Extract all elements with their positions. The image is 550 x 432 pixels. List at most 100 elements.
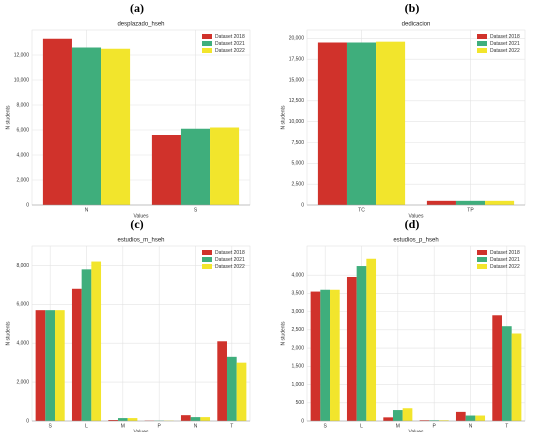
- legend-label: Dataset 2021: [215, 257, 245, 263]
- y-tick-label: 3,500: [291, 291, 304, 297]
- y-axis-label: N students: [280, 105, 286, 129]
- bar: [35, 310, 46, 421]
- y-axis-label: N students: [280, 321, 286, 345]
- legend-label: Dataset 2018: [215, 250, 245, 256]
- x-tick-label: M: [396, 423, 400, 429]
- bar: [117, 418, 128, 421]
- y-tick-label: 20,000: [289, 36, 305, 42]
- y-tick-label: 2,500: [291, 181, 304, 187]
- legend-swatch: [477, 34, 487, 39]
- x-axis-label: Values: [409, 213, 424, 219]
- bar: [190, 417, 201, 421]
- y-tick-label: 0: [26, 418, 29, 424]
- legend-label: Dataset 2022: [215, 48, 245, 54]
- y-tick-label: 12,500: [289, 98, 305, 104]
- y-tick-label: 8,000: [16, 102, 29, 108]
- x-axis-label: Values: [134, 429, 149, 432]
- y-tick-label: 1,000: [291, 382, 304, 388]
- y-tick-label: 4,000: [16, 341, 29, 347]
- bar: [346, 42, 377, 205]
- bar: [426, 200, 456, 205]
- bar: [330, 289, 340, 421]
- y-tick-label: 17,500: [289, 56, 305, 62]
- y-tick-label: 2,000: [16, 379, 29, 385]
- bar: [439, 420, 449, 421]
- bar: [485, 200, 515, 205]
- bar: [346, 276, 357, 421]
- legend-label: Dataset 2021: [490, 257, 520, 263]
- y-tick-label: 3,000: [291, 309, 304, 315]
- legend-swatch: [477, 41, 487, 46]
- y-axis-label: N students: [5, 105, 11, 129]
- legend-swatch: [202, 264, 212, 269]
- y-tick-label: 2,000: [291, 345, 304, 351]
- y-tick-label: 10,000: [289, 119, 305, 125]
- x-tick-label: N: [469, 423, 473, 429]
- bar: [455, 200, 486, 205]
- y-tick-label: 10,000: [14, 77, 30, 83]
- legend-swatch: [477, 257, 487, 262]
- x-tick-label: N: [85, 207, 89, 213]
- y-tick-label: 8,000: [16, 263, 29, 269]
- bar: [91, 261, 102, 421]
- legend-swatch: [202, 48, 212, 53]
- bar: [383, 417, 393, 421]
- y-tick-label: 0: [301, 418, 304, 424]
- panel-label: (b): [405, 1, 420, 15]
- bar: [475, 415, 486, 421]
- legend-label: Dataset 2021: [490, 41, 520, 47]
- x-axis-label: Values: [134, 213, 149, 219]
- legend-swatch: [477, 250, 487, 255]
- x-tick-label: S: [323, 423, 327, 429]
- chart-title: estudios_p_hseh: [393, 238, 438, 244]
- bar: [310, 291, 321, 421]
- y-tick-label: 2,500: [291, 327, 304, 333]
- bar: [81, 269, 92, 421]
- bar: [45, 310, 56, 421]
- bar: [108, 420, 118, 421]
- x-tick-label: P: [432, 423, 436, 429]
- bar: [511, 333, 522, 421]
- legend-label: Dataset 2022: [215, 264, 245, 270]
- y-tick-label: 500: [296, 400, 305, 406]
- bar: [376, 41, 406, 205]
- x-tick-label: T: [230, 423, 233, 429]
- bar: [127, 418, 138, 421]
- y-tick-label: 6,000: [16, 127, 29, 133]
- legend-swatch: [477, 48, 487, 53]
- x-axis-label: Values: [409, 429, 424, 432]
- bar: [101, 48, 131, 205]
- x-tick-label: M: [121, 423, 125, 429]
- bar: [217, 341, 227, 421]
- legend-swatch: [477, 264, 487, 269]
- y-tick-label: 4,000: [16, 152, 29, 158]
- bar: [465, 415, 476, 421]
- y-tick-label: 1,500: [291, 364, 304, 370]
- x-tick-label: N: [194, 423, 198, 429]
- bar: [492, 315, 502, 421]
- y-tick-label: 12,000: [14, 52, 30, 58]
- bar: [419, 420, 430, 421]
- y-tick-label: 15,000: [289, 77, 305, 83]
- panel-label: (d): [405, 217, 420, 231]
- bar: [320, 289, 331, 421]
- chart-title: dedicacion: [402, 22, 431, 28]
- bar: [180, 415, 191, 421]
- legend-label: Dataset 2022: [490, 264, 520, 270]
- x-tick-label: L: [85, 423, 88, 429]
- x-tick-label: T: [505, 423, 508, 429]
- legend-label: Dataset 2021: [215, 41, 245, 47]
- bar: [455, 411, 466, 421]
- y-tick-label: 6,000: [16, 302, 29, 308]
- y-tick-label: 5,000: [291, 161, 304, 167]
- legend-label: Dataset 2018: [490, 250, 520, 256]
- bar: [501, 326, 512, 421]
- panel-label: (a): [130, 1, 144, 15]
- bar: [236, 362, 247, 421]
- x-tick-label: S: [194, 207, 198, 213]
- legend-swatch: [202, 250, 212, 255]
- y-tick-label: 4,000: [291, 272, 304, 278]
- bar: [317, 42, 347, 205]
- y-tick-label: 7,500: [291, 140, 304, 146]
